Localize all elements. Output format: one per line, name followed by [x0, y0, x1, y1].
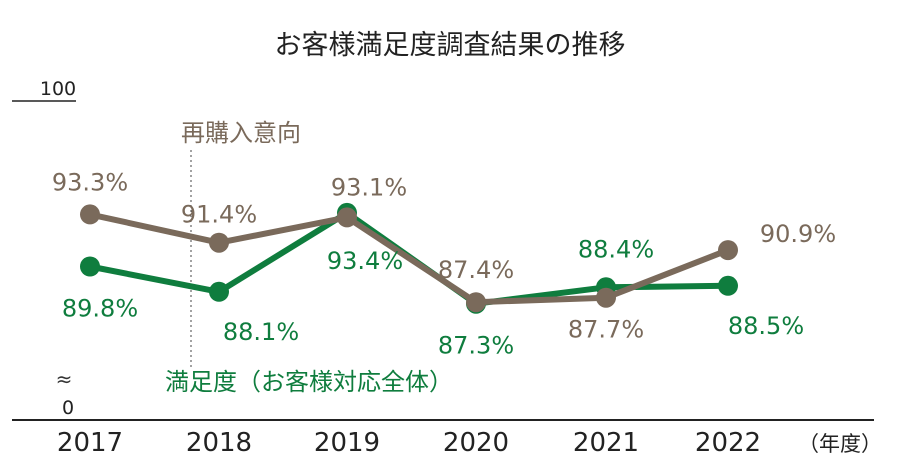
y-axis-bottom-label: 0 — [62, 397, 74, 419]
y-axis-top-label: 100 — [40, 78, 76, 100]
data-point-repurchase-2021 — [596, 287, 616, 308]
data-label-repurchase-2022: 90.9% — [760, 220, 836, 248]
x-tick-label-2022: 2022 — [695, 428, 761, 458]
data-label-repurchase-2017: 93.3% — [52, 168, 128, 196]
data-point-repurchase-2020 — [466, 292, 486, 313]
data-point-repurchase-2017 — [80, 204, 100, 225]
x-tick-label-2017: 2017 — [57, 428, 123, 458]
x-axis-unit-label: （年度） — [798, 432, 882, 456]
data-label-satisfaction-2019: 93.4% — [327, 247, 403, 275]
axis-break-symbol: ≈ — [56, 367, 73, 391]
x-tick-label-2018: 2018 — [186, 428, 252, 458]
data-label-repurchase-2021: 87.7% — [568, 316, 644, 344]
data-labels: 93.3% 91.4% 93.1% 87.4% 87.7% 90.9% 89.8% 88.1%… — [52, 168, 836, 359]
x-axis-tick-labels: 2017 2018 2019 2020 2021 2022 — [57, 428, 761, 458]
data-point-satisfaction-2018 — [209, 281, 229, 302]
data-point-satisfaction-2017 — [80, 256, 100, 277]
data-point-repurchase-2022 — [718, 240, 738, 261]
data-label-satisfaction-2017: 89.8% — [62, 295, 138, 323]
data-point-repurchase-2018 — [209, 232, 229, 253]
series-repurchase-intent — [80, 204, 738, 313]
series-line-repurchase — [89, 211, 730, 306]
data-label-repurchase-2020: 87.4% — [438, 256, 514, 284]
x-tick-label-2020: 2020 — [443, 428, 509, 458]
data-label-satisfaction-2020: 87.3% — [438, 332, 514, 360]
data-label-satisfaction-2018: 88.1% — [223, 318, 299, 346]
data-label-repurchase-2018: 91.4% — [181, 201, 257, 229]
data-label-satisfaction-2022: 88.5% — [728, 312, 804, 340]
chart-title: お客様満足度調査結果の推移 — [275, 30, 626, 61]
legend-label-satisfaction: 満足度（お客様対応全体） — [165, 368, 453, 396]
data-point-satisfaction-2022 — [718, 275, 738, 296]
data-point-repurchase-2019 — [337, 207, 357, 228]
legend-label-repurchase-intent: 再購入意向 — [181, 119, 301, 147]
x-tick-label-2019: 2019 — [314, 428, 380, 458]
x-tick-label-2021: 2021 — [573, 428, 639, 458]
data-label-repurchase-2019: 93.1% — [331, 173, 407, 201]
data-label-satisfaction-2021: 88.4% — [578, 235, 654, 263]
